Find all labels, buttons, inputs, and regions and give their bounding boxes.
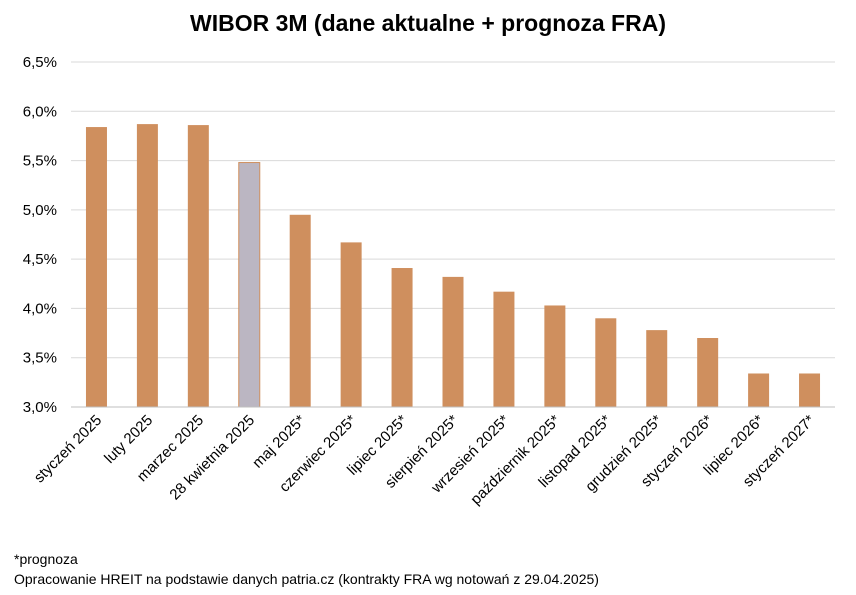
bar — [544, 305, 566, 407]
y-tick-label: 5,5% — [23, 153, 57, 170]
bar — [493, 291, 515, 407]
bar — [748, 373, 770, 407]
source-note: Opracowanie HREIT na podstawie danych pa… — [14, 571, 599, 587]
bar — [85, 127, 107, 408]
y-axis-ticks: 3,0% 3,5% 4,0% 4,5% 5,0% 5,5% 6,0% 6,5% — [23, 54, 57, 416]
bar — [340, 242, 362, 407]
bar — [595, 318, 617, 407]
y-tick-label: 4,0% — [23, 300, 57, 317]
chart-title: WIBOR 3M (dane aktualne + prognoza FRA) — [189, 10, 666, 36]
x-tick-label: styczeń 2025 — [31, 412, 106, 487]
bar — [697, 338, 719, 407]
y-tick-label: 3,0% — [23, 399, 57, 416]
x-tick-label: październik 2025* — [467, 412, 563, 508]
y-tick-label: 3,5% — [23, 350, 57, 367]
bar — [391, 268, 413, 407]
y-tick-label: 5,0% — [23, 202, 57, 219]
y-tick-label: 4,5% — [23, 251, 57, 268]
bar — [136, 124, 158, 407]
bar — [646, 330, 668, 407]
bar — [799, 373, 821, 407]
y-tick-label: 6,5% — [23, 54, 57, 71]
bar — [442, 276, 464, 407]
bar — [238, 162, 261, 408]
bars — [85, 124, 821, 408]
bar — [187, 125, 209, 407]
footnote-forecast: *prognoza — [14, 551, 78, 567]
bar — [289, 214, 311, 407]
y-tick-label: 6,0% — [23, 103, 57, 120]
